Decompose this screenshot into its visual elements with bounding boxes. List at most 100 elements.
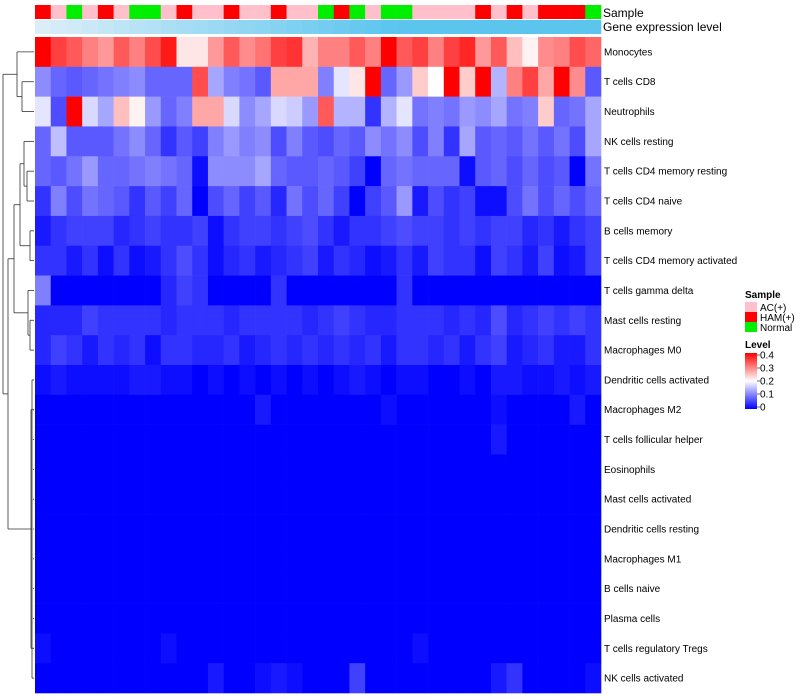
heatmap-cell <box>349 156 366 187</box>
legend-sample-label: Normal <box>760 323 792 334</box>
heatmap-cell <box>66 514 83 545</box>
heatmap-cell <box>459 66 476 97</box>
heatmap-cell <box>82 633 99 664</box>
row-label: Macrophages M1 <box>604 554 682 565</box>
heatmap-cell <box>459 126 476 157</box>
heatmap-cell <box>412 245 429 276</box>
heatmap-cell <box>412 96 429 127</box>
heatmap-cell <box>160 126 177 157</box>
heatmap-cell <box>113 424 130 455</box>
gene-annotation-cell <box>396 20 413 34</box>
heatmap-cell <box>522 126 539 157</box>
heatmap-cell <box>475 394 492 425</box>
heatmap-cell <box>396 275 413 306</box>
heatmap-cell <box>286 573 303 604</box>
heatmap-cell <box>145 454 162 485</box>
heatmap-cell <box>349 603 366 634</box>
gene-annotation-cell <box>490 20 507 34</box>
sample-annotation-cell <box>145 5 162 19</box>
heatmap-cell <box>538 186 555 217</box>
heatmap-cell <box>82 514 99 545</box>
heatmap-cell <box>270 96 287 127</box>
heatmap-cell <box>176 37 193 68</box>
heatmap-cell <box>538 573 555 604</box>
heatmap-cell <box>318 37 335 68</box>
heatmap-cell <box>145 543 162 575</box>
legend-level-tick-label: 0.1 <box>760 390 774 401</box>
heatmap-cell <box>318 215 335 247</box>
heatmap-cell <box>66 156 83 187</box>
heatmap-cell <box>50 305 67 336</box>
heatmap-cell <box>129 215 146 247</box>
heatmap-cell <box>129 484 146 515</box>
heatmap-cell <box>129 126 146 157</box>
heatmap-cell <box>207 156 224 187</box>
heatmap-cell <box>365 186 382 217</box>
heatmap-cell <box>66 275 83 306</box>
heatmap-cell <box>160 394 177 425</box>
heatmap-cell <box>192 126 209 157</box>
heatmap-cell <box>475 573 492 604</box>
heatmap-cell <box>302 305 319 336</box>
heatmap-cell <box>412 424 429 455</box>
heatmap-cell <box>66 365 83 396</box>
heatmap-cell <box>160 305 177 336</box>
heatmap-cell <box>97 156 114 187</box>
heatmap-cell <box>82 186 99 217</box>
heatmap-cell <box>522 215 539 247</box>
heatmap-cell <box>192 305 209 336</box>
heatmap-cell <box>585 633 602 664</box>
heatmap-cell <box>428 663 445 694</box>
heatmap-cell <box>585 96 602 127</box>
heatmap-cell <box>333 573 350 604</box>
heatmap-cell <box>207 543 224 575</box>
heatmap-cell <box>553 305 570 336</box>
heatmap-cell <box>365 126 382 157</box>
heatmap-cell <box>255 156 272 187</box>
heatmap-cell <box>113 305 130 336</box>
heatmap-cell <box>270 156 287 187</box>
heatmap-cell <box>207 633 224 664</box>
heatmap-cell <box>129 275 146 306</box>
heatmap-cell <box>333 245 350 276</box>
heatmap-cell <box>506 66 523 97</box>
heatmap-cell <box>333 126 350 157</box>
heatmap-cell <box>333 186 350 217</box>
heatmap-cell <box>585 424 602 455</box>
heatmap-cell <box>35 484 52 515</box>
heatmap-cell <box>490 573 507 604</box>
heatmap-cell <box>97 484 114 515</box>
heatmap-cell <box>365 514 382 545</box>
heatmap-cell <box>538 514 555 545</box>
heatmap-cell <box>270 305 287 336</box>
heatmap-cell <box>176 335 193 366</box>
heatmap-cell <box>286 275 303 306</box>
heatmap-cell <box>318 663 335 694</box>
row-label: B cells memory <box>604 226 672 237</box>
heatmap-cell <box>145 424 162 455</box>
heatmap-cell <box>286 156 303 187</box>
heatmap-cell <box>66 186 83 217</box>
heatmap-cell <box>270 335 287 366</box>
heatmap-cell <box>585 215 602 247</box>
heatmap-cell <box>207 186 224 217</box>
heatmap-cell <box>160 365 177 396</box>
heatmap-cell <box>333 424 350 455</box>
heatmap-cell <box>35 37 52 68</box>
heatmap-cell <box>490 245 507 276</box>
heatmap-cell <box>412 394 429 425</box>
heatmap-cell <box>176 275 193 306</box>
heatmap-cell <box>490 156 507 187</box>
heatmap-cell <box>239 37 256 68</box>
heatmap-cell <box>160 484 177 515</box>
sample-annotation-cell <box>82 5 99 19</box>
heatmap-cell <box>443 275 460 306</box>
heatmap-cell <box>569 543 586 575</box>
row-label: NK cells activated <box>604 674 683 685</box>
heatmap-cell <box>459 365 476 396</box>
row-label: Monocytes <box>604 47 652 58</box>
heatmap-cell <box>490 663 507 694</box>
heatmap-cell <box>506 633 523 664</box>
heatmap-cell <box>207 484 224 515</box>
heatmap-cell <box>428 186 445 217</box>
